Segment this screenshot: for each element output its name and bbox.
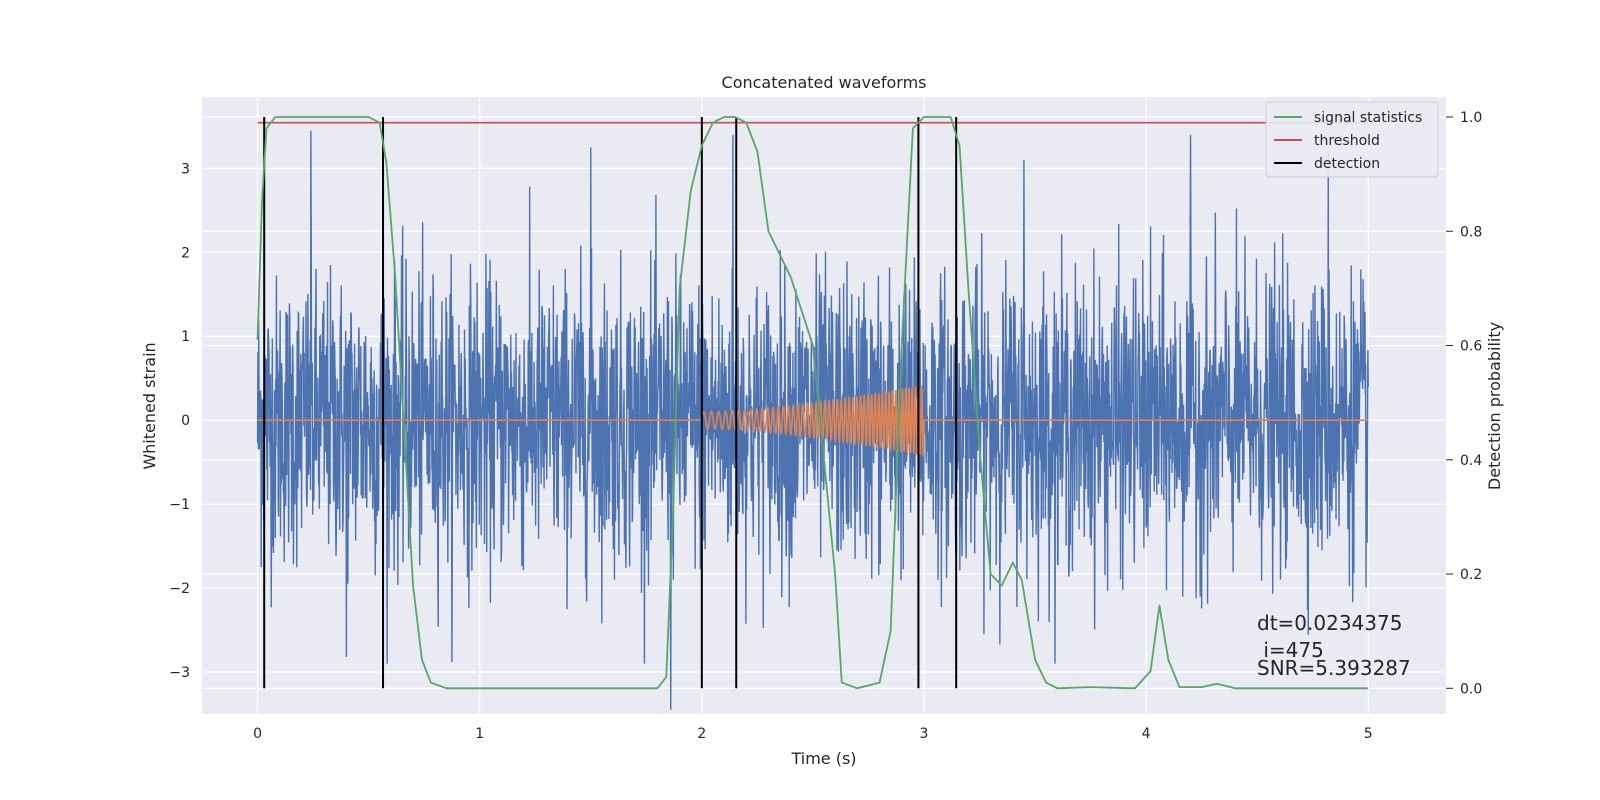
y-tick-label: 1 xyxy=(181,329,190,345)
y2-axis-label: Detection probability xyxy=(1485,322,1504,490)
tick-labels: 0 1 2 3 4 5 3 2 1 0 −1 −2 −3 1.0 0.8 0.6 0.4 0.2 0.0 xyxy=(169,110,1482,742)
chart-title: Concatenated waveforms xyxy=(722,73,927,92)
y2-tick-label: 0.0 xyxy=(1460,681,1482,697)
y2-tick-label: 0.2 xyxy=(1460,567,1482,583)
y-tick-label: −2 xyxy=(169,581,190,597)
legend-label-signal-statistics: signal statistics xyxy=(1314,110,1422,126)
annotation-snr: SNR=5.393287 xyxy=(1257,656,1411,680)
legend-label-detection: detection xyxy=(1314,156,1380,172)
y-tick-label: 2 xyxy=(181,245,190,261)
y2-tick-label: 0.4 xyxy=(1460,453,1482,469)
y2-tick-label: 0.8 xyxy=(1460,224,1482,240)
legend-box xyxy=(1265,101,1439,178)
x-tick-label: 2 xyxy=(697,726,706,742)
legend: signal statistics threshold detection xyxy=(1265,101,1439,178)
y-tick-label: −1 xyxy=(169,497,190,513)
y2-tick-label: 1.0 xyxy=(1460,110,1482,126)
y-tick-label: −3 xyxy=(169,665,190,681)
legend-label-threshold: threshold xyxy=(1314,133,1380,149)
y-tick-label: 0 xyxy=(181,413,190,429)
x-tick-label: 0 xyxy=(253,726,262,742)
y-axis-label: Whitened strain xyxy=(140,342,159,469)
y2-tick-label: 0.6 xyxy=(1460,339,1482,355)
x-axis-label: Time (s) xyxy=(790,749,856,768)
annotation-index: i=475 xyxy=(1257,638,1324,662)
y-tick-label: 3 xyxy=(181,161,190,177)
x-tick-label: 1 xyxy=(475,726,484,742)
signal-statistics-line xyxy=(256,116,1369,690)
x-tick-label: 3 xyxy=(920,726,929,742)
x-tick-label: 5 xyxy=(1364,726,1373,742)
annotation-dt: dt=0.0234375 xyxy=(1257,611,1402,635)
injection-series xyxy=(257,385,1369,457)
x-tick-label: 4 xyxy=(1142,726,1151,742)
plot-area xyxy=(256,116,1369,710)
